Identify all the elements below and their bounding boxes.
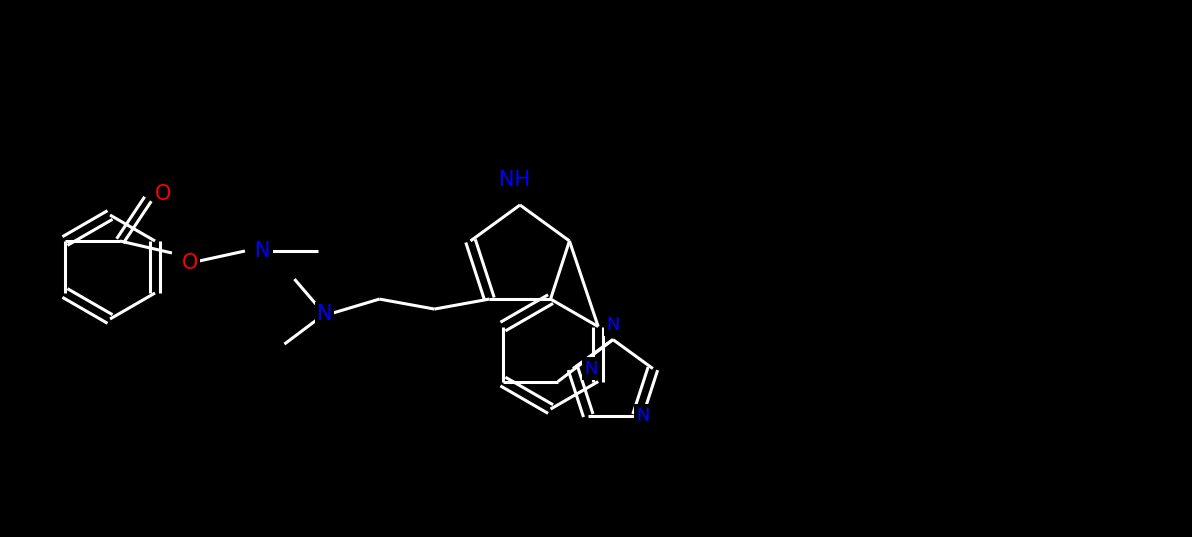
Text: N: N — [584, 360, 597, 378]
Text: N: N — [317, 304, 333, 324]
Text: O: O — [155, 184, 172, 204]
Text: N: N — [607, 316, 620, 333]
Text: O: O — [181, 253, 198, 273]
Text: N: N — [635, 407, 650, 425]
Text: NH: NH — [499, 170, 530, 190]
Text: N: N — [255, 241, 271, 261]
